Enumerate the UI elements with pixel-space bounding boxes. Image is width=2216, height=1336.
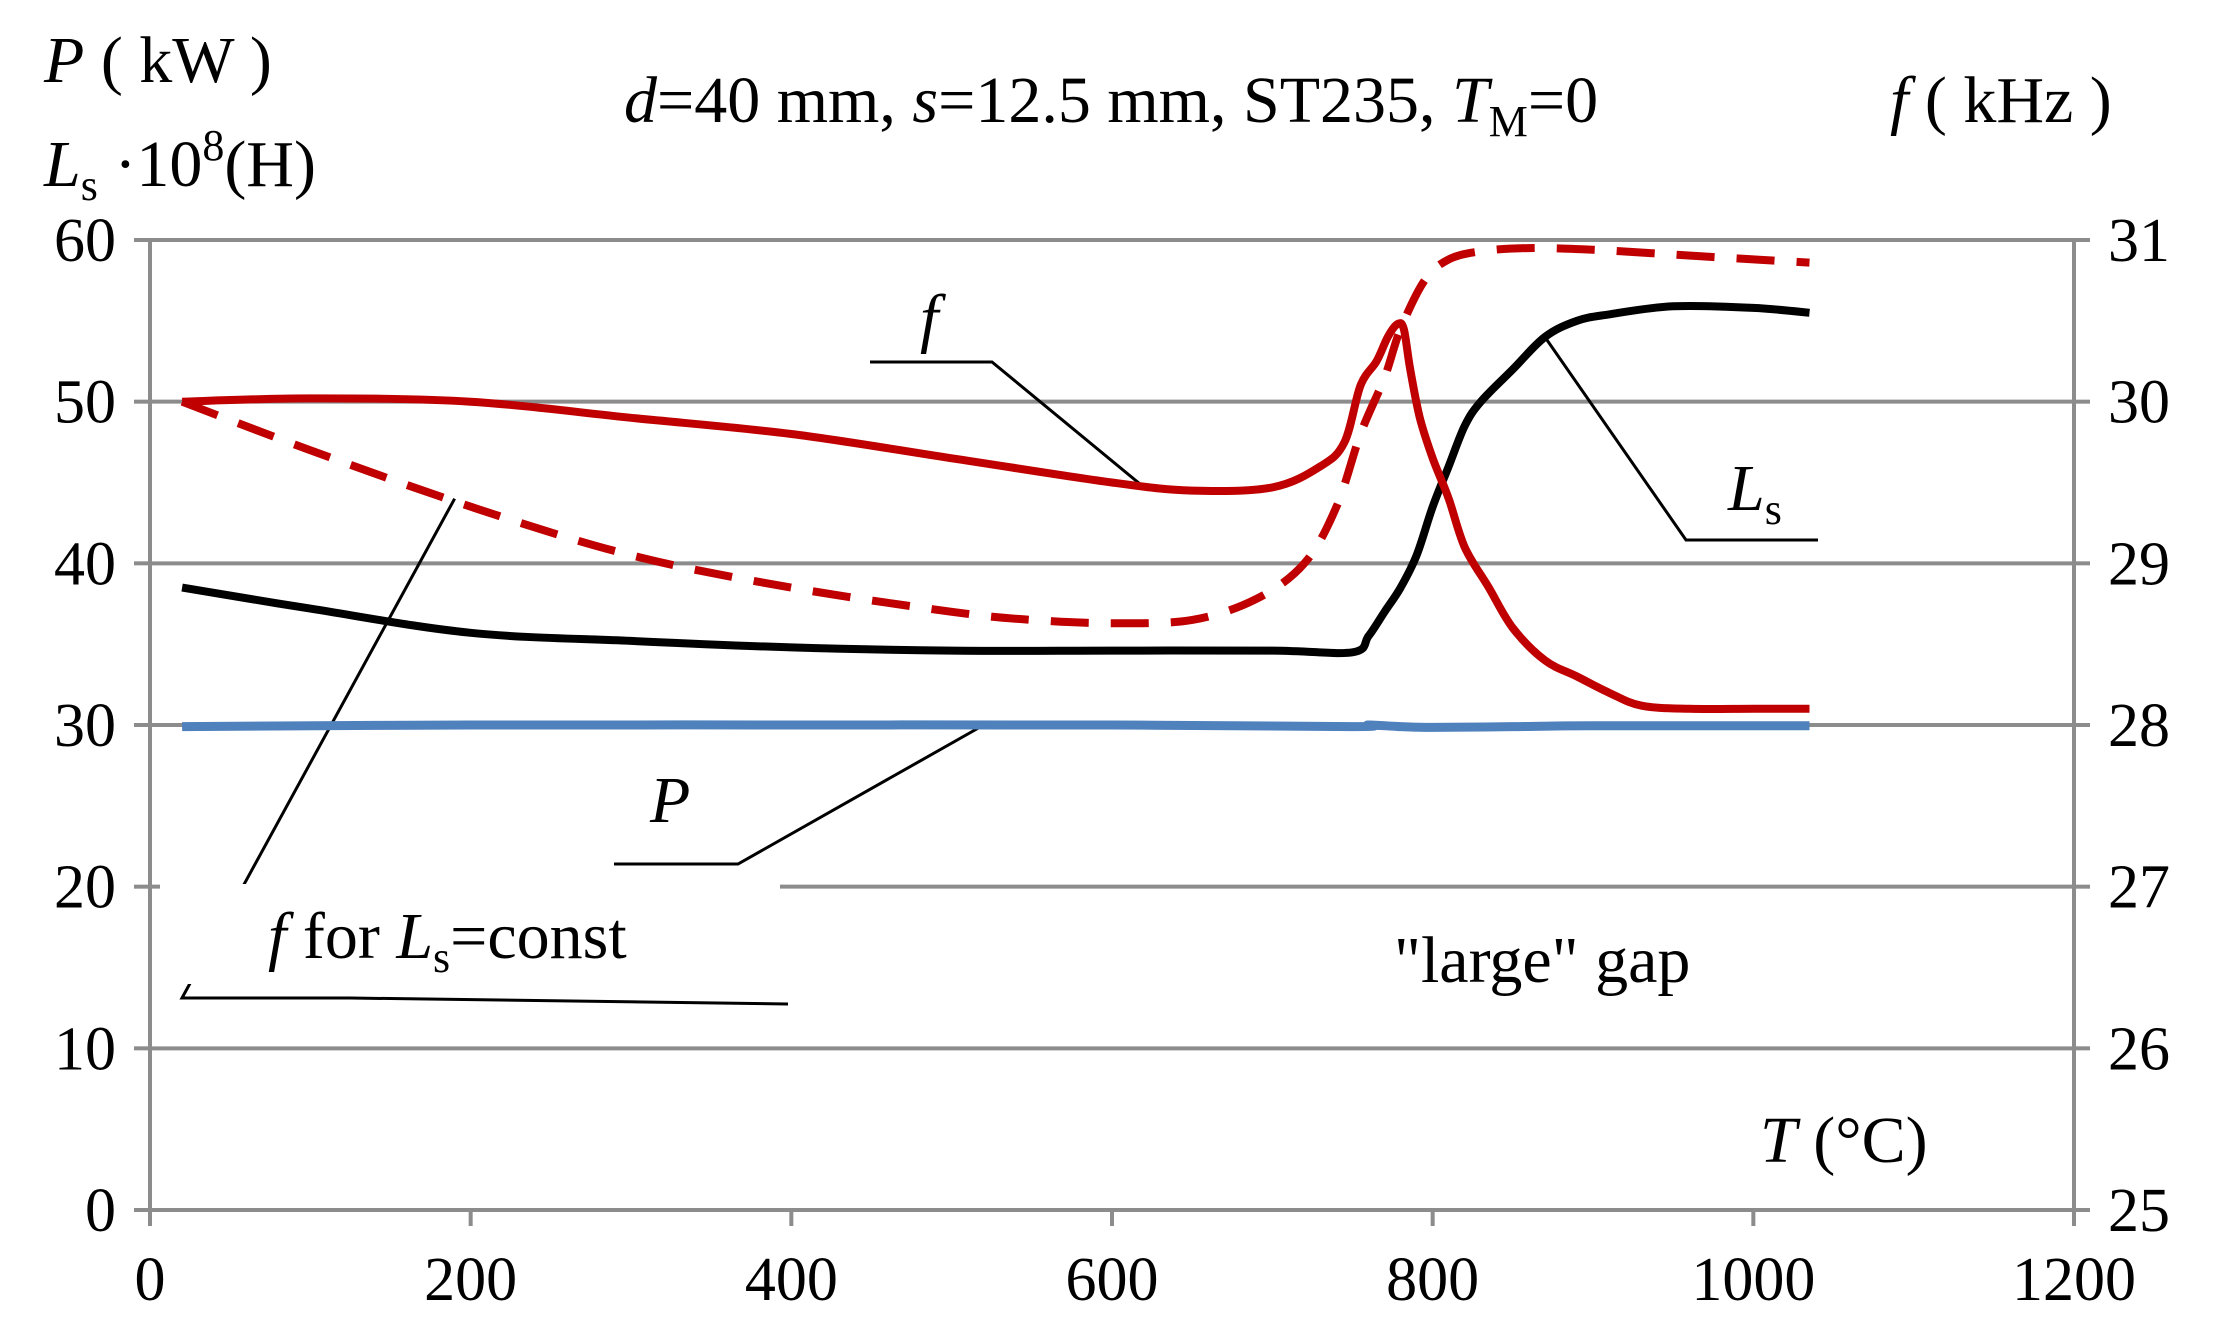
series-layer [180,244,1810,732]
x-tick-label-600: 600 [1066,1246,1159,1314]
gap-annotation: "large" gap [1394,924,1690,997]
series-line-p [182,720,1810,732]
legend-mask [160,884,780,984]
left-tick-label-30: 30 [54,692,116,760]
right-tick-label-27: 27 [2108,854,2170,922]
x-tick-label-800: 800 [1386,1246,1479,1314]
chart-title: d=40 mm, s=12.5 mm, ST235, TM=0 [624,64,1598,146]
right-axis-label: f ( kHz ) [1890,64,2112,137]
left-tick-label-10: 10 [54,1015,116,1083]
right-tick-label-31: 31 [2108,207,2170,275]
right-tick-label-25: 25 [2108,1177,2170,1245]
right-tick-label-30: 30 [2108,369,2170,437]
series-line-f [181,319,1810,714]
x-axis-label: T (°C) [1760,1104,1928,1177]
series-label-f-const: f for Ls=const [268,900,627,982]
leader-layer [179,336,1818,1006]
leader-ls [1543,336,1818,542]
leader-f [870,360,1146,489]
x-tick-label-1000: 1000 [1691,1246,1815,1314]
leader-f-const [179,497,789,1006]
right-tick-label-28: 28 [2108,692,2170,760]
ticks-layer: 0 10 20 30 40 50 60 25 26 27 28 29 30 31 0 200 400 600 800… [54,207,2170,1314]
right-tick-label-29: 29 [2108,530,2170,598]
x-tick-label-1200: 1200 [2012,1246,2136,1314]
series-label-p: P [649,764,690,837]
left-tick-label-60: 60 [54,207,116,275]
left-tick-label-20: 20 [54,854,116,922]
series-line-ls [181,301,1810,658]
series-label-ls: Ls [1727,452,1782,534]
left-tick-label-40: 40 [54,530,116,598]
left-tick-label-0: 0 [85,1177,116,1245]
x-tick-label-0: 0 [135,1246,166,1314]
x-tick-label-200: 200 [424,1246,517,1314]
leader-p [614,723,985,866]
left-tick-label-50: 50 [54,369,116,437]
series-label-f: f [920,282,946,355]
left-axis-label-ls: Ls ·108(H) [43,121,316,210]
series-line-f-for-ls-const [180,244,1810,628]
left-axis-label-p: P ( kW ) [43,24,272,97]
right-tick-label-26: 26 [2108,1015,2170,1083]
x-tick-label-400: 400 [745,1246,838,1314]
